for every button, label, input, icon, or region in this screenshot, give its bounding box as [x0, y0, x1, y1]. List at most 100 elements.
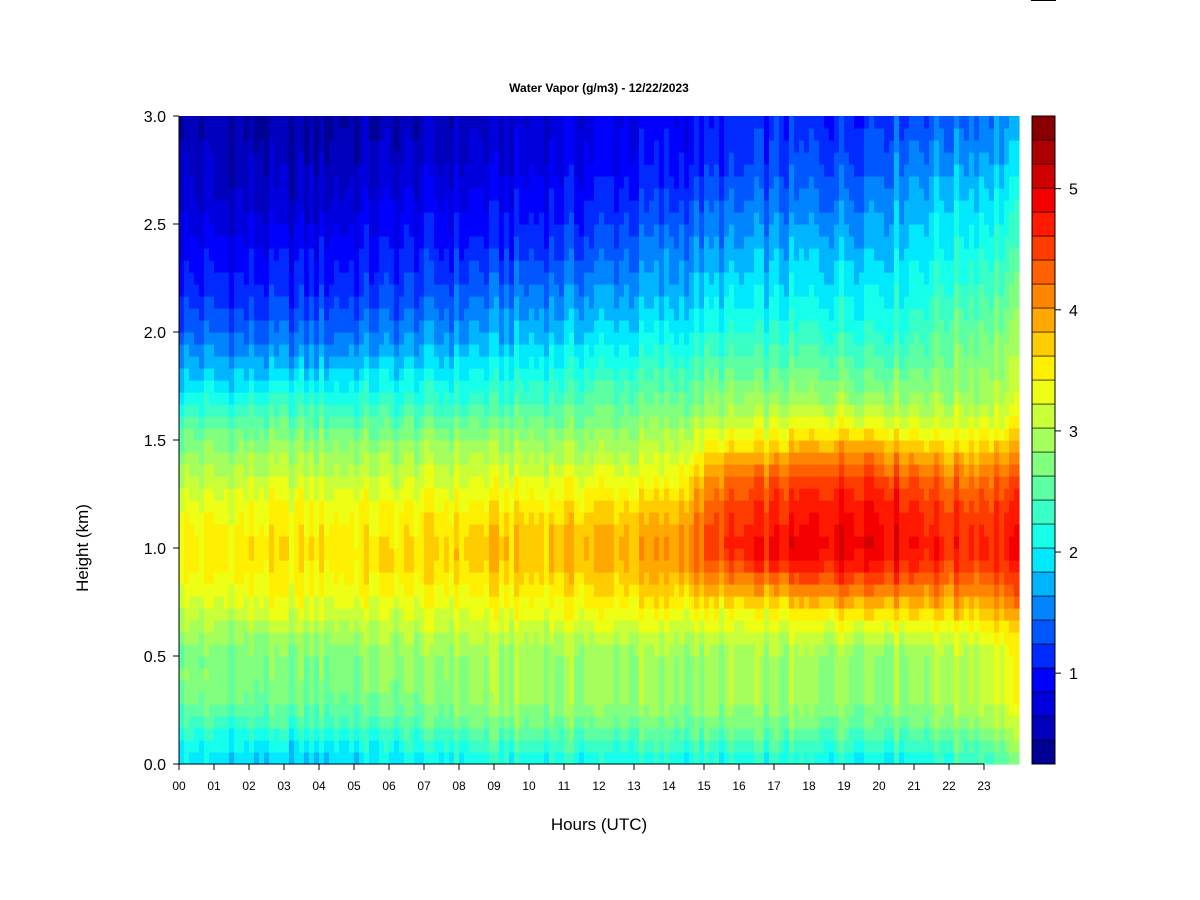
heatmap-cell — [569, 740, 575, 753]
heatmap-cell — [354, 152, 360, 165]
heatmap-cell — [549, 536, 555, 549]
heatmap-cell — [364, 212, 370, 225]
heatmap-cell — [564, 152, 570, 165]
heatmap-cell — [254, 296, 260, 309]
heatmap-cell — [399, 440, 405, 453]
heatmap-cell — [229, 680, 235, 693]
heatmap-cell — [559, 692, 565, 705]
heatmap-cell — [499, 716, 505, 729]
heatmap-cell — [204, 416, 210, 429]
heatmap-cell — [464, 116, 470, 129]
heatmap-cell — [499, 212, 505, 225]
heatmap-cell — [334, 392, 340, 405]
heatmap-cell — [554, 452, 560, 465]
heatmap-cell — [264, 308, 270, 321]
heatmap-cell — [349, 188, 355, 201]
heatmap-cell — [239, 572, 245, 585]
heatmap-cell — [434, 236, 440, 249]
heatmap-cell — [214, 320, 220, 333]
heatmap-cell — [259, 728, 265, 741]
heatmap-cell — [504, 728, 510, 741]
heatmap-cell — [214, 596, 220, 609]
heatmap-cell — [594, 656, 600, 669]
heatmap-cell — [634, 116, 640, 129]
heatmap-cell — [624, 332, 630, 345]
heatmap-cell — [579, 680, 585, 693]
heatmap-cell — [269, 512, 275, 525]
heatmap-cell — [264, 200, 270, 213]
heatmap-cell — [404, 392, 410, 405]
heatmap-cell — [324, 608, 330, 621]
heatmap-cell — [329, 488, 335, 501]
heatmap-cell — [579, 176, 585, 189]
heatmap-cell — [264, 260, 270, 273]
heatmap-cell — [544, 212, 550, 225]
heatmap-cell — [619, 680, 625, 693]
heatmap-cell — [264, 560, 270, 573]
heatmap-cell — [274, 260, 280, 273]
heatmap-cell — [509, 164, 515, 177]
heatmap-cell — [569, 596, 575, 609]
heatmap-cell — [584, 524, 590, 537]
heatmap-cell — [364, 188, 370, 201]
heatmap-cell — [564, 224, 570, 237]
heatmap-cell — [569, 308, 575, 321]
heatmap-cell — [439, 416, 445, 429]
heatmap-cell — [379, 140, 385, 153]
heatmap-cell — [369, 476, 375, 489]
heatmap-cell — [514, 260, 520, 273]
heatmap-cell — [319, 224, 325, 237]
heatmap-cell — [429, 524, 435, 537]
heatmap-cell — [354, 236, 360, 249]
heatmap-cell — [409, 356, 415, 369]
heatmap-cell — [274, 200, 280, 213]
heatmap-cell — [579, 224, 585, 237]
heatmap-cell — [469, 248, 475, 261]
heatmap-cell — [554, 224, 560, 237]
heatmap-cell — [229, 452, 235, 465]
heatmap-cell — [209, 164, 215, 177]
heatmap-cell — [459, 320, 465, 333]
heatmap-cell — [264, 632, 270, 645]
heatmap-cell — [454, 116, 460, 129]
heatmap-cell — [399, 644, 405, 657]
heatmap-cell — [259, 176, 265, 189]
heatmap-cell — [234, 248, 240, 261]
heatmap-cell — [404, 368, 410, 381]
heatmap-cell — [574, 200, 580, 213]
heatmap-cell — [184, 428, 190, 441]
heatmap-cell — [514, 752, 520, 765]
heatmap-cell — [214, 212, 220, 225]
heatmap-cell — [379, 308, 385, 321]
heatmap-cell — [624, 296, 630, 309]
heatmap-cell — [429, 356, 435, 369]
heatmap-cell — [529, 548, 535, 561]
heatmap-cell — [349, 236, 355, 249]
heatmap-cell — [479, 272, 485, 285]
heatmap-cell — [554, 464, 560, 477]
heatmap-cell — [369, 584, 375, 597]
heatmap-cell — [444, 200, 450, 213]
heatmap-cell — [354, 404, 360, 417]
heatmap-cell — [614, 644, 620, 657]
heatmap-cell — [189, 176, 195, 189]
heatmap-cell — [619, 500, 625, 513]
heatmap-cell — [309, 368, 315, 381]
heatmap-cell — [304, 416, 310, 429]
heatmap-cell — [594, 152, 600, 165]
heatmap-cell — [234, 176, 240, 189]
heatmap-cell — [559, 500, 565, 513]
heatmap-cell — [494, 740, 500, 753]
heatmap-cell — [229, 584, 235, 597]
heatmap-cell — [574, 284, 580, 297]
heatmap-cell — [304, 608, 310, 621]
heatmap-cell — [244, 476, 250, 489]
heatmap-cell — [554, 380, 560, 393]
heatmap-cell — [279, 704, 285, 717]
heatmap-cell — [389, 584, 395, 597]
heatmap-cell — [389, 632, 395, 645]
heatmap-cell — [534, 452, 540, 465]
heatmap-cell — [374, 416, 380, 429]
heatmap-cell — [184, 536, 190, 549]
heatmap-cell — [599, 284, 605, 297]
